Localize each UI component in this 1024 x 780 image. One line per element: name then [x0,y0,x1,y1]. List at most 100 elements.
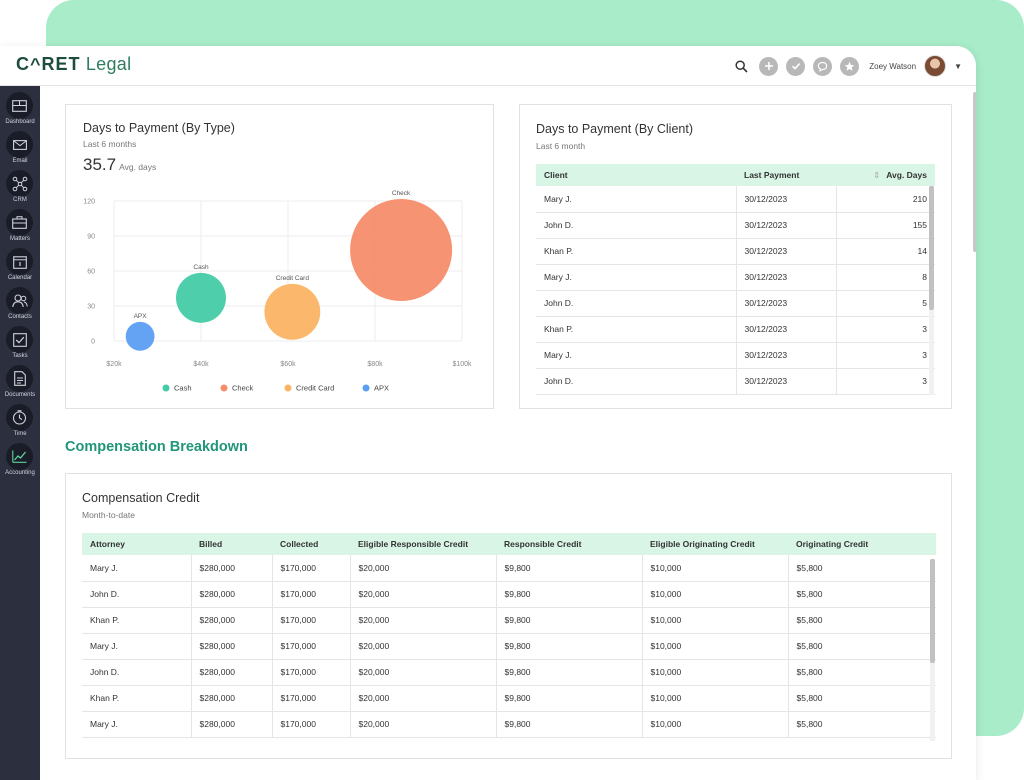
sidebar-item-label: Contacts [8,314,32,320]
table-row[interactable]: Mary J. 30/12/2023 210 [536,186,935,213]
search-icon[interactable] [731,56,751,76]
table-row[interactable]: John D. $280,000 $170,000 $20,000 $9,800 $10,… [82,659,936,686]
sidebar-item-email[interactable]: Email [0,127,40,166]
table-cell: 14 [836,238,935,265]
client-card: Days to Payment (By Client) Last 6 month… [519,104,952,409]
client-table-scrollbar[interactable] [929,186,934,395]
table-row[interactable]: John D. 30/12/2023 3 [536,368,935,395]
table-cell: 155 [836,212,935,239]
sidebar-item-label: Tasks [12,353,28,359]
avg-days-stat: 35.7 Avg. days [83,155,156,175]
page-scroll-thumb[interactable] [973,92,976,252]
table-row[interactable]: John D. 30/12/2023 5 [536,290,935,317]
table-cell: $20,000 [350,711,497,738]
accounting-icon [6,443,33,470]
comp-table-scroll-thumb[interactable] [930,559,935,663]
bubble-label: Cash [193,264,209,271]
chevron-down-icon[interactable]: ▼ [954,61,962,71]
calendar-icon [6,248,33,275]
add-icon[interactable] [759,56,779,76]
star-icon[interactable] [840,56,860,76]
table-cell: 30/12/2023 [736,342,837,369]
column-header-eligible-responsible-credit[interactable]: Eligible Responsible Credit [350,533,496,555]
comp-card-title: Compensation Credit [82,491,200,505]
column-header-avg-days[interactable]: ⇕ Avg. Days [836,164,935,186]
bubble-cash[interactable] [176,272,226,323]
app-logo[interactable]: C^RET Legal [16,54,131,75]
bubble-apx[interactable] [125,321,155,351]
column-header-last-payment[interactable]: Last Payment [736,164,836,186]
table-row[interactable]: John D. 30/12/2023 155 [536,212,935,239]
sidebar-item-dashboard[interactable]: Dashboard [0,88,40,127]
bubble-chart: $20k $40k $60k $80k $100k 0 30 60 90 120 Cash Check… [83,190,472,393]
table-cell: $5,800 [788,711,936,738]
table-cell: $9,800 [496,555,643,582]
sidebar-item-label: Calendar [7,275,33,281]
table-row[interactable]: Mary J. 30/12/2023 3 [536,342,935,369]
sidebar-item-label: Matters [9,236,30,242]
table-cell: Mary J. [82,711,192,738]
table-cell: $10,000 [642,685,789,712]
table-row[interactable]: Khan P. $280,000 $170,000 $20,000 $9,800 $10,… [82,607,936,634]
sidebar-item-contacts[interactable]: Contacts [0,283,40,322]
table-row[interactable]: Khan P. 30/12/2023 14 [536,238,935,265]
table-cell: 3 [836,368,935,395]
client-table-scroll-thumb[interactable] [929,186,934,310]
page-scrollbar[interactable] [973,86,976,780]
sidebar-item-label: Documents [4,392,36,398]
column-header-originating-credit[interactable]: Originating Credit [788,533,936,555]
table-cell: $20,000 [350,555,497,582]
table-row[interactable]: John D. $280,000 $170,000 $20,000 $9,800 $10,… [82,581,936,608]
chat-icon[interactable] [813,56,833,76]
table-cell: $170,000 [272,581,351,608]
check-icon[interactable] [786,56,806,76]
table-cell: $280,000 [191,555,273,582]
table-cell: $10,000 [642,633,789,660]
bubble-label: Credit Card [276,275,310,282]
table-cell: 210 [836,186,935,213]
column-header-billed[interactable]: Billed [191,533,272,555]
column-header-eligible-originating-credit[interactable]: Eligible Originating Credit [642,533,788,555]
table-cell: $20,000 [350,633,497,660]
legend-swatch [284,384,292,392]
table-cell: 5 [836,290,935,317]
sidebar-item-label: Time [13,431,27,437]
column-header-responsible-credit[interactable]: Responsible Credit [496,533,642,555]
client-card-subtitle: Last 6 month [536,141,586,151]
table-row[interactable]: Khan P. $280,000 $170,000 $20,000 $9,800 $10,… [82,685,936,712]
sidebar-item-accounting[interactable]: Accounting [0,439,40,478]
table-cell: $170,000 [272,685,351,712]
table-cell: $170,000 [272,711,351,738]
table-cell: $9,800 [496,685,643,712]
sidebar-item-calendar[interactable]: Calendar [0,244,40,283]
table-row[interactable]: Mary J. $280,000 $170,000 $20,000 $9,800 $10,… [82,633,936,660]
column-header-client[interactable]: Client [536,164,736,186]
sidebar-item-matters[interactable]: Matters [0,205,40,244]
sidebar-item-tasks[interactable]: Tasks [0,322,40,361]
sidebar-item-time[interactable]: Time [0,400,40,439]
table-row[interactable]: Mary J. 30/12/2023 8 [536,264,935,291]
table-cell: $5,800 [788,659,936,686]
table-row[interactable]: Mary J. $280,000 $170,000 $20,000 $9,800 $10,… [82,555,936,582]
sidebar-item-documents[interactable]: Documents [0,361,40,400]
time-icon [6,404,33,431]
table-cell: $280,000 [191,607,273,634]
comp-table-scrollbar[interactable] [930,559,935,741]
app-window: C^RET Legal Zoey Watson ▼ [0,46,976,780]
table-cell: $20,000 [350,659,497,686]
table-cell: $10,000 [642,659,789,686]
avatar[interactable] [924,55,947,77]
bubble-label: APX [134,313,148,320]
sidebar-item-crm[interactable]: CRM [0,166,40,205]
column-header-collected[interactable]: Collected [272,533,350,555]
bubble-credit-card[interactable] [264,283,321,340]
table-row[interactable]: Mary J. $280,000 $170,000 $20,000 $9,800 $10,… [82,711,936,738]
sort-icon[interactable]: ⇕ [873,169,881,180]
column-header-attorney[interactable]: Attorney [82,533,191,555]
table-row[interactable]: Khan P. 30/12/2023 3 [536,316,935,343]
user-name[interactable]: Zoey Watson [869,61,917,71]
x-tick-label: $80k [367,361,383,368]
table-cell: 30/12/2023 [736,368,837,395]
bubble-check[interactable] [350,199,453,301]
logo-brand: C^RET [16,54,81,74]
